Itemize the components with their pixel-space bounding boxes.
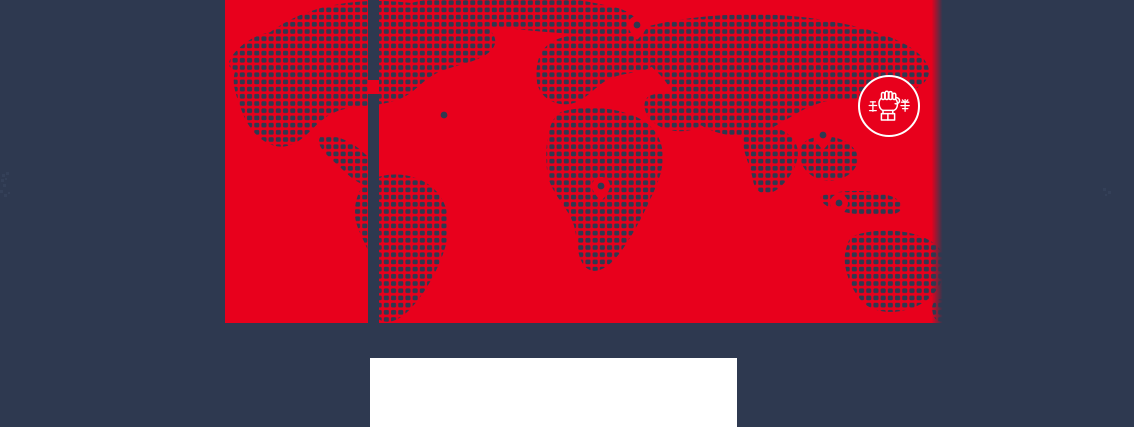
map-divider-gap (368, 80, 379, 94)
map-pin-africa[interactable] (830, 194, 848, 218)
map-pin-europe[interactable] (814, 126, 832, 150)
content-card[interactable] (370, 358, 737, 427)
edge-speckle-left-icon (0, 170, 26, 206)
raised-fist-logo[interactable] (858, 75, 920, 137)
map-pin-south-america[interactable] (592, 177, 610, 201)
map-pin-north-america-west[interactable] (435, 106, 453, 130)
panel-right-fade (915, 0, 945, 323)
raised-fist-icon (868, 90, 910, 121)
edge-speckle-right-icon (1102, 186, 1116, 200)
map-divider-stripe (368, 0, 379, 323)
dotted-world-map (225, 0, 945, 323)
map-pin-greenland[interactable] (628, 16, 646, 40)
world-map-panel (225, 0, 945, 323)
